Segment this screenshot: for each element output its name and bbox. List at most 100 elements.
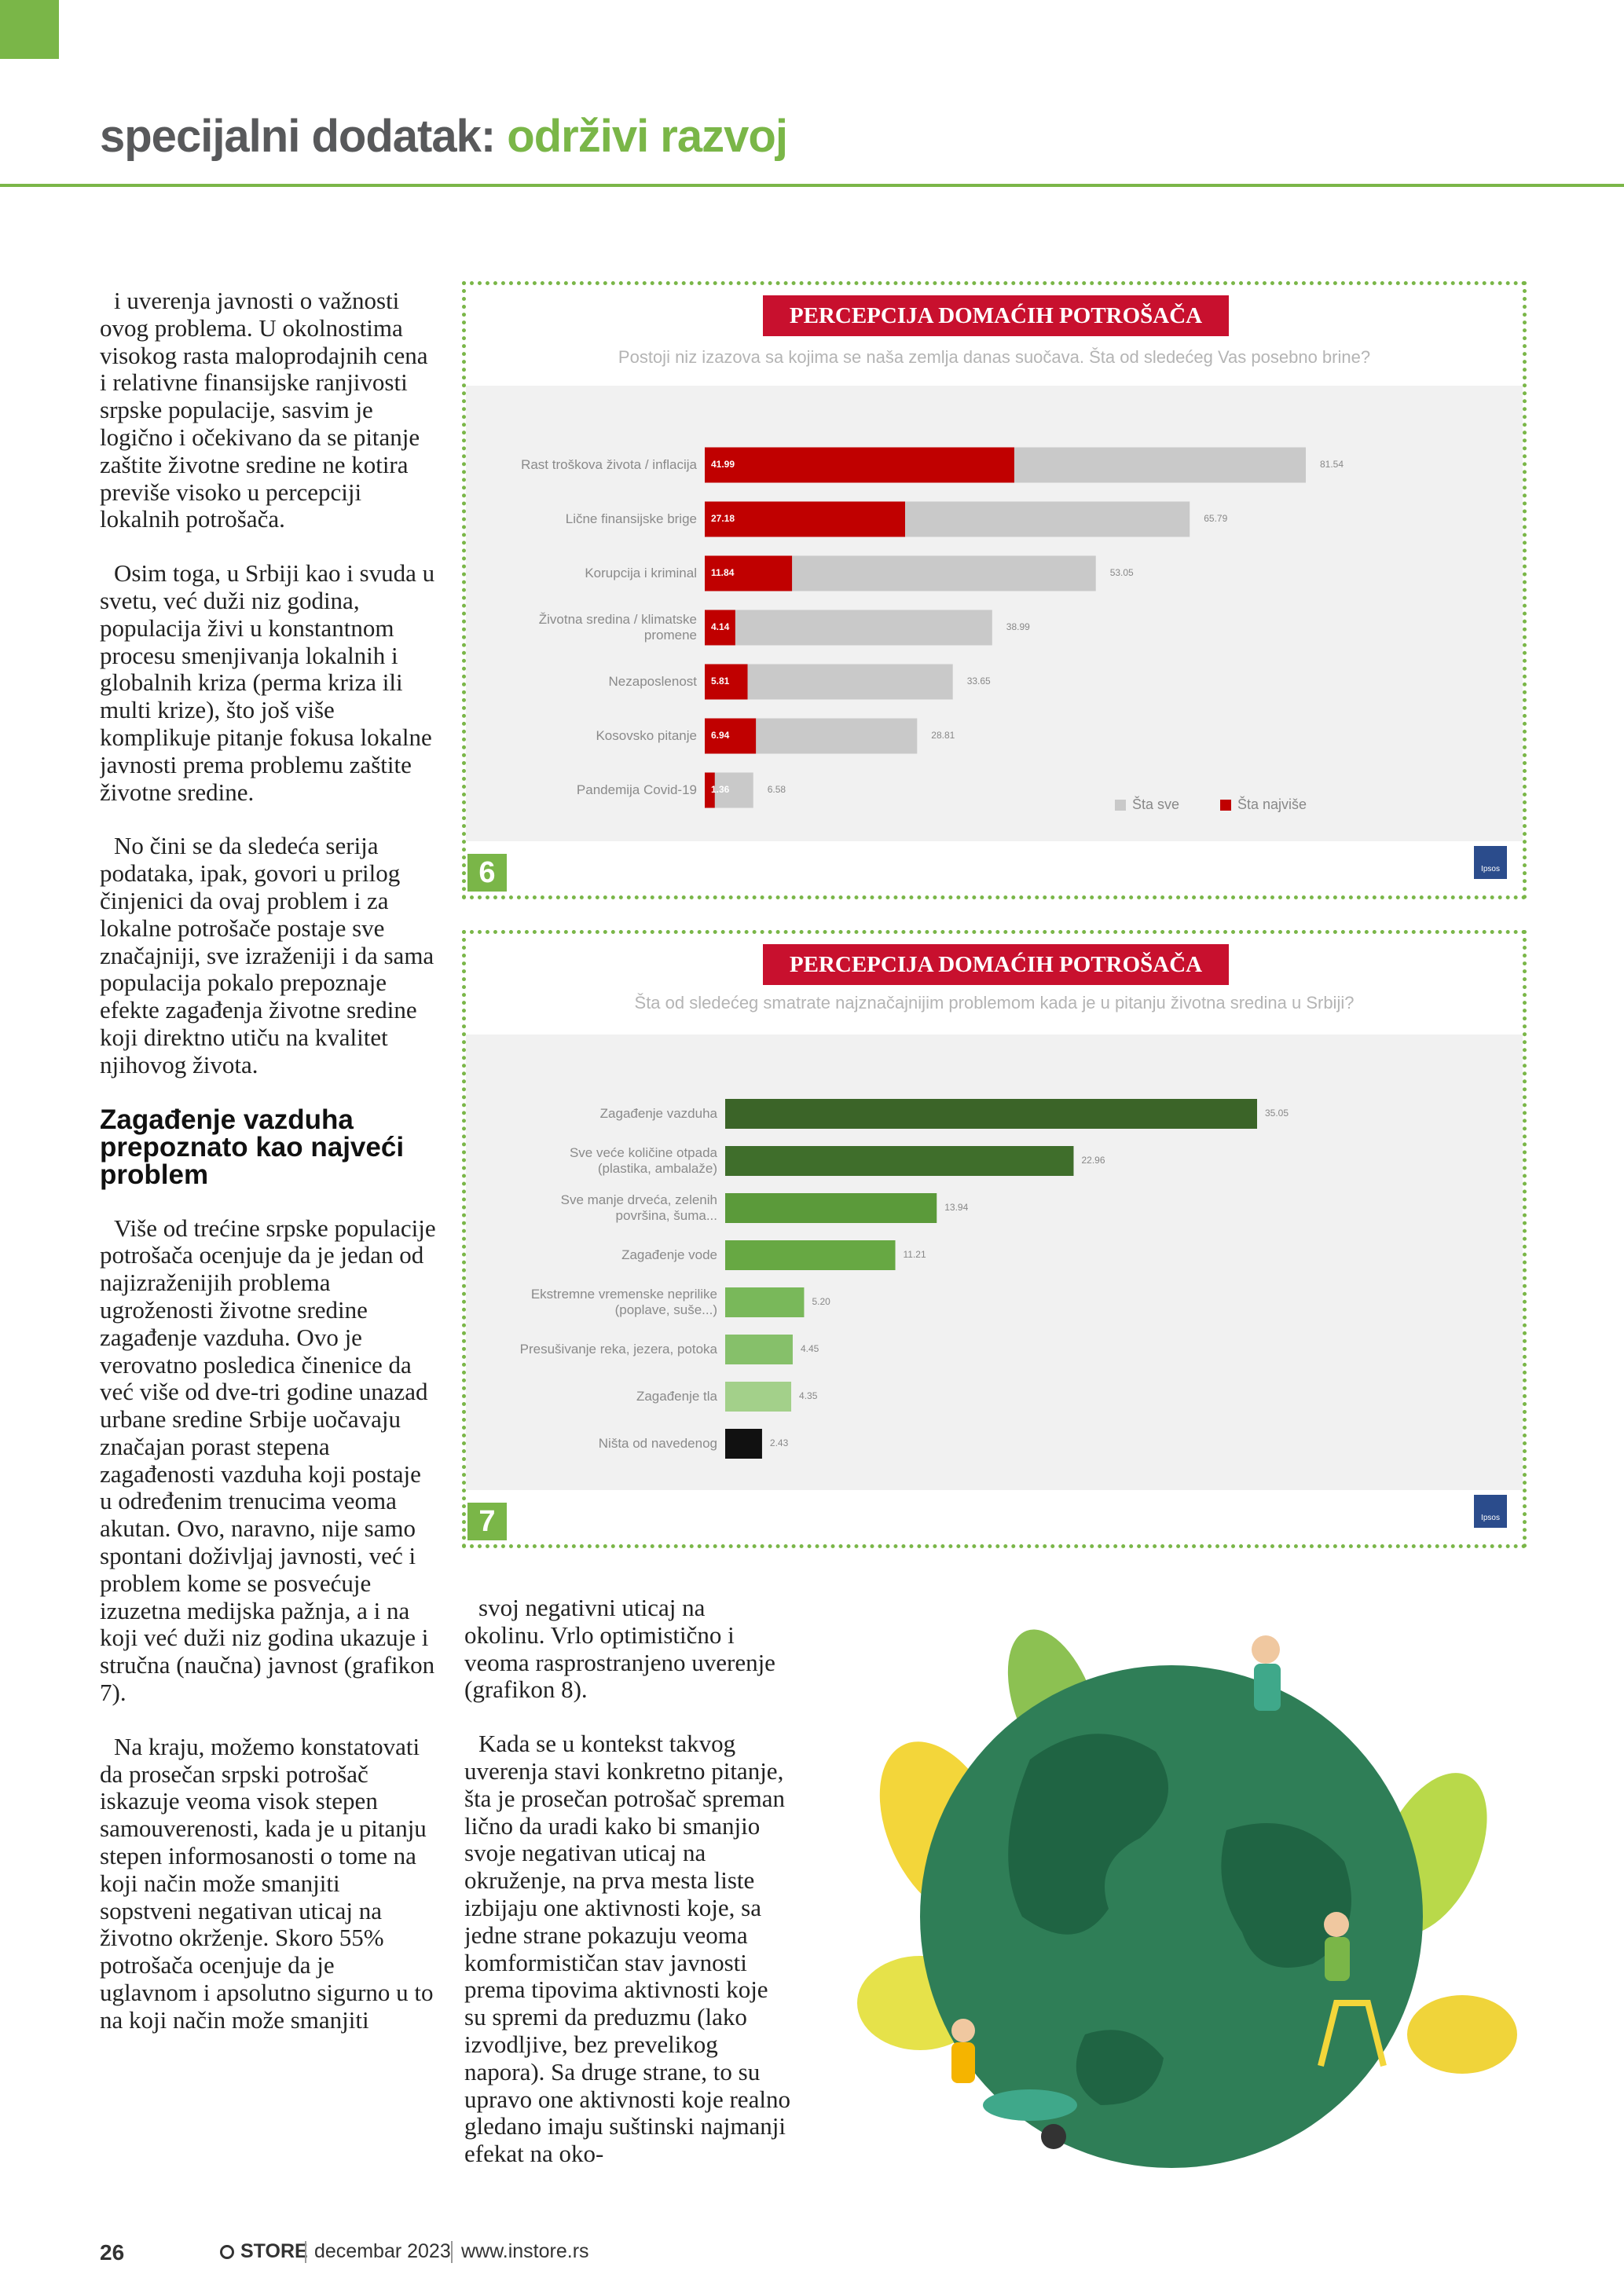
header-rule	[0, 184, 1624, 187]
value-label: 6.94	[711, 730, 730, 741]
person	[1324, 1912, 1349, 1937]
topic: održivi razvoj	[507, 111, 788, 162]
paragraph: i uverenja javnosti o važnosti ovog prob…	[100, 287, 428, 533]
category-label: Zagađenje tla	[636, 1389, 717, 1404]
person	[1254, 1664, 1281, 1711]
category-label: Nezaposlenost	[608, 674, 697, 689]
value-label: 65.79	[1204, 513, 1227, 524]
issue: decembar 2023	[314, 2240, 451, 2262]
value-label: 27.18	[711, 513, 735, 524]
legend-swatch	[1220, 800, 1231, 811]
bar	[725, 1099, 1257, 1129]
middle-column: svoj negativni uticaj na okolinu. Vrlo o…	[464, 1595, 790, 2203]
legend-label: Šta sve	[1132, 796, 1179, 812]
value-label: 38.99	[1006, 621, 1030, 632]
chart-figure: 35.05 22.96 13.94 11.21 5.20 4.45 4.35 2.43 PERC…	[462, 930, 1527, 1548]
page-number: 26	[100, 2240, 125, 2265]
category-label: Ništa od navedenog	[598, 1436, 717, 1451]
value-label: 11.21	[904, 1249, 926, 1260]
bar	[705, 718, 757, 754]
category-label: Zagađenje vazduha	[599, 1106, 717, 1121]
legend-swatch	[1115, 800, 1126, 811]
chart-plot: 35.05 22.96 13.94 11.21 5.20 4.45 4.35 2.43	[466, 1034, 1523, 1490]
logo: Ipsos	[1474, 1495, 1507, 1528]
bar	[725, 1429, 762, 1459]
wheel	[1041, 2124, 1066, 2149]
legend-label: Šta najviše	[1237, 796, 1307, 812]
chart-figure: 81.54 65.79 53.05 38.99 33.65 28.81 6.58 Šta sv…	[462, 281, 1527, 899]
category-label: Zagađenje vode	[621, 1247, 717, 1262]
section-heading: Zagađenje vazduha prepoznato kao najveći…	[100, 1104, 405, 1190]
paragraph: No čini se da sledeća serija podataka, i…	[100, 832, 434, 1078]
chart-title: PERCEPCIJA DOMAĆIH POTROŠAČA	[763, 944, 1229, 985]
value-label: 22.96	[1081, 1155, 1105, 1166]
paragraph: Osim toga, u Srbiji kao i svuda u svetu,…	[100, 559, 435, 806]
person	[951, 2019, 975, 2042]
value-label: 4.35	[799, 1390, 818, 1401]
category-label: Ekstremne vremenske neprilike (poplave, …	[530, 1287, 717, 1317]
bar	[705, 501, 905, 537]
value-label: 4.14	[711, 621, 730, 632]
figure-label: 6	[467, 854, 507, 892]
person	[1252, 1635, 1280, 1664]
logo: Ipsos	[1474, 846, 1507, 879]
url: www.instore.rs	[461, 2240, 589, 2262]
category-label: Lične finansijske brige	[565, 511, 697, 526]
category-label: Korupcija i kriminal	[585, 566, 697, 580]
paragraph: svoj negativni uticaj na okolinu. Vrlo o…	[464, 1595, 775, 1704]
value-label: 1.36	[711, 784, 730, 795]
value-label: 2.43	[770, 1437, 789, 1448]
continent	[1221, 1823, 1351, 1968]
category-label: Sve manje drveća, zelenih površina, šuma…	[560, 1192, 717, 1223]
category-label: Presušivanje reka, jezera, potoka	[519, 1342, 717, 1357]
chart-subtitle: Postoji niz izazova sa kojima se naša ze…	[618, 347, 1371, 367]
leaf	[1407, 1995, 1517, 2074]
wheelbarrow	[983, 2089, 1077, 2121]
bar	[705, 772, 715, 808]
paragraph: Kada se u kontekst takvog uverenja stavi…	[464, 1730, 790, 2168]
continent	[1008, 1734, 1168, 1935]
category-label: Sve veće količine otpada (plastika, amba…	[569, 1145, 717, 1176]
category-label: Životna sredina / klimatske promene	[538, 612, 697, 643]
brand: STORE	[220, 2240, 308, 2263]
brand-name: STORE	[240, 2240, 308, 2262]
illustration	[857, 1629, 1517, 2168]
separator	[305, 2241, 306, 2263]
value-label: 5.20	[812, 1296, 830, 1307]
value-label: 11.84	[711, 567, 735, 578]
bar	[705, 664, 748, 700]
paragraph: Na kraju, možemo konstatovati da proseča…	[100, 1732, 434, 2034]
value-label: 28.81	[931, 730, 955, 741]
separator	[451, 2241, 453, 2263]
bar	[725, 1193, 937, 1223]
bar	[705, 610, 992, 646]
corner-tab	[0, 0, 59, 59]
chart-plot: 81.54 65.79 53.05 38.99 33.65 28.81 6.58 Šta sv…	[466, 386, 1523, 841]
value-label: 35.05	[1265, 1108, 1289, 1119]
category-label: Rast troškova života / inflacija	[521, 457, 697, 472]
chart-title: PERCEPCIJA DOMAĆIH POTROŠAČA	[763, 295, 1229, 336]
bar	[705, 610, 735, 646]
value-label: 33.65	[967, 676, 991, 687]
bar	[725, 1146, 1074, 1176]
brand-icon	[220, 2245, 234, 2259]
paragraph: Više od trećine srpske populacije potroš…	[100, 1214, 436, 1707]
category-label: Kosovsko pitanje	[596, 728, 697, 743]
value-label: 5.81	[711, 676, 730, 687]
bar	[705, 555, 793, 591]
figure-label: 7	[467, 1503, 507, 1540]
value-label: 4.45	[801, 1343, 819, 1354]
bar	[725, 1287, 805, 1317]
value-label: 6.58	[768, 784, 786, 795]
value-label: 13.94	[944, 1202, 968, 1213]
ladder	[1318, 2000, 1387, 2067]
value-label: 53.05	[1110, 567, 1134, 578]
value-label: 81.54	[1320, 459, 1344, 470]
bar	[725, 1382, 792, 1412]
category-label: Pandemija Covid-19	[576, 782, 697, 797]
person	[1325, 1937, 1350, 1981]
section: specijalni dodatak:	[100, 111, 496, 162]
header: specijalni dodatak: održivi razvoj	[100, 110, 788, 163]
bar	[725, 1240, 896, 1270]
